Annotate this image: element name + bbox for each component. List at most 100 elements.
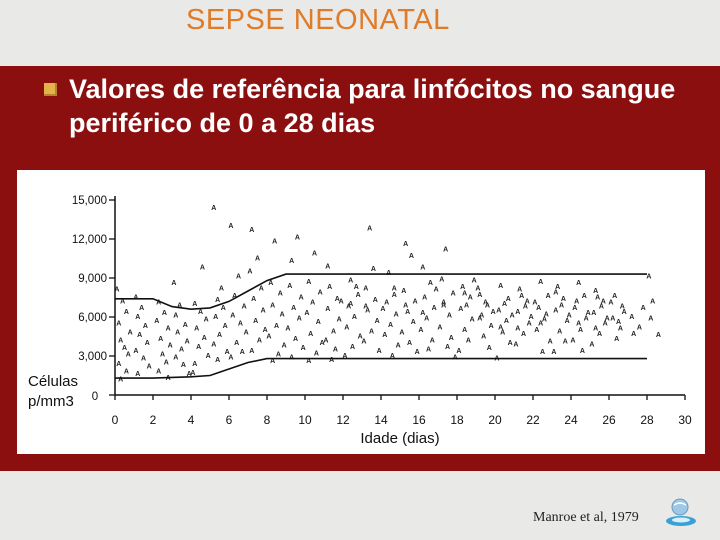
data-point-marker: A	[114, 287, 119, 294]
bullet-text: Valores de referência para linfócitos no…	[69, 74, 676, 138]
data-point-marker: A	[538, 279, 543, 286]
data-point-marker: A	[304, 310, 309, 317]
data-point-marker: A	[420, 310, 425, 317]
data-point-marker: A	[120, 298, 125, 305]
data-point-marker: A	[489, 323, 494, 330]
bullet-row: Valores de referência para linfócitos no…	[44, 72, 684, 140]
data-point-marker: A	[570, 337, 575, 344]
x-tick-label: 28	[640, 413, 654, 427]
data-point-marker: A	[437, 324, 442, 331]
data-point-marker: A	[510, 313, 515, 320]
data-point-marker: A	[546, 293, 551, 300]
data-point-marker: A	[447, 313, 452, 320]
data-point-marker: A	[221, 305, 226, 312]
data-point-marker: A	[211, 341, 216, 348]
data-point-marker: A	[247, 269, 252, 276]
y-tick-label: 3,000	[78, 351, 107, 363]
data-point-marker: A	[166, 375, 171, 382]
data-point-marker: A	[196, 344, 201, 351]
data-point-marker: A	[122, 345, 127, 352]
data-point-marker: A	[472, 278, 477, 285]
data-point-marker: A	[502, 301, 507, 308]
data-point-marker: A	[354, 284, 359, 291]
data-point-marker: A	[561, 296, 566, 303]
data-point-marker: A	[411, 319, 416, 326]
data-point-marker: A	[599, 304, 604, 311]
data-point-marker: A	[168, 343, 173, 350]
data-point-marker: A	[386, 270, 391, 277]
data-point-marker: A	[375, 318, 380, 325]
data-point-marker: A	[485, 302, 490, 309]
square-bullet-icon	[44, 83, 57, 96]
data-point-marker: A	[462, 327, 467, 334]
data-point-marker: A	[456, 348, 461, 355]
data-point-marker: A	[278, 291, 283, 298]
data-point-marker: A	[542, 317, 547, 324]
data-point-marker: A	[242, 304, 247, 311]
data-point-marker: A	[413, 298, 418, 305]
data-point-marker: A	[228, 223, 233, 230]
data-point-marker: A	[470, 317, 475, 324]
y-tick-label: 9,000	[78, 273, 107, 285]
upper-reference-curve	[115, 273, 647, 311]
data-point-marker: A	[392, 285, 397, 292]
data-point-marker: A	[145, 340, 150, 347]
data-point-marker: A	[629, 314, 634, 321]
data-point-marker: A	[162, 310, 167, 317]
data-point-marker: A	[314, 350, 319, 357]
data-point-marker: A	[415, 349, 420, 356]
citation: Manroe et al, 1979	[533, 510, 639, 525]
data-point-marker: A	[434, 287, 439, 294]
data-point-marker: A	[285, 326, 290, 333]
data-point-marker: A	[426, 347, 431, 354]
data-point-marker: A	[329, 357, 334, 364]
x-tick-label: 26	[602, 413, 616, 427]
data-point-marker: A	[306, 279, 311, 286]
data-point-marker: A	[333, 347, 338, 354]
data-point-marker: A	[513, 341, 518, 348]
data-point-marker: A	[128, 330, 133, 337]
data-point-marker: A	[217, 332, 222, 339]
data-point-marker: A	[192, 301, 197, 308]
data-point-marker: A	[610, 315, 615, 322]
data-point-marker: A	[656, 332, 661, 339]
chart-panel: 3,000 6,000 9,000 12,000 15,000 0 0 2 4 6 8 10 12 14 1…	[17, 170, 705, 454]
data-point-marker: A	[232, 293, 237, 300]
data-point-marker: A	[515, 309, 520, 316]
data-point-marker: A	[223, 323, 228, 330]
x-tick-label: 18	[450, 413, 464, 427]
x-tick-label: 4	[188, 413, 195, 427]
slide-title: SEPSE NEONATAL	[186, 4, 450, 36]
data-point-marker: A	[580, 348, 585, 355]
data-point-marker: A	[363, 285, 368, 292]
data-point-marker: A	[225, 349, 230, 356]
data-point-marker: A	[287, 283, 292, 290]
globe-logo-icon	[666, 498, 696, 526]
data-point-marker: A	[192, 361, 197, 368]
data-point-marker: A	[124, 369, 129, 376]
data-point-marker: A	[213, 314, 218, 321]
data-point-marker: A	[418, 327, 423, 334]
data-point-marker: A	[380, 306, 385, 313]
data-point-marker: A	[576, 280, 581, 287]
data-point-marker: A	[276, 352, 281, 359]
data-point-marker: A	[124, 309, 129, 316]
data-point-marker: A	[263, 327, 268, 334]
data-point-marker: A	[249, 348, 254, 355]
data-point-marker: A	[519, 293, 524, 300]
data-point-marker: A	[200, 265, 205, 272]
data-point-marker: A	[198, 309, 203, 316]
data-point-marker: A	[299, 295, 304, 302]
data-point-marker: A	[591, 310, 596, 317]
x-tick-label: 12	[336, 413, 350, 427]
data-point-marker: A	[173, 354, 178, 361]
x-tick-label: 16	[412, 413, 426, 427]
data-point-marker: A	[118, 376, 123, 383]
x-tick-label: 22	[526, 413, 540, 427]
data-point-marker: A	[318, 289, 323, 296]
data-point-marker: A	[616, 319, 621, 326]
data-point-marker: A	[576, 321, 581, 328]
data-point-marker: A	[257, 337, 262, 344]
data-point-marker: A	[268, 280, 273, 287]
data-point-marker: A	[270, 302, 275, 309]
